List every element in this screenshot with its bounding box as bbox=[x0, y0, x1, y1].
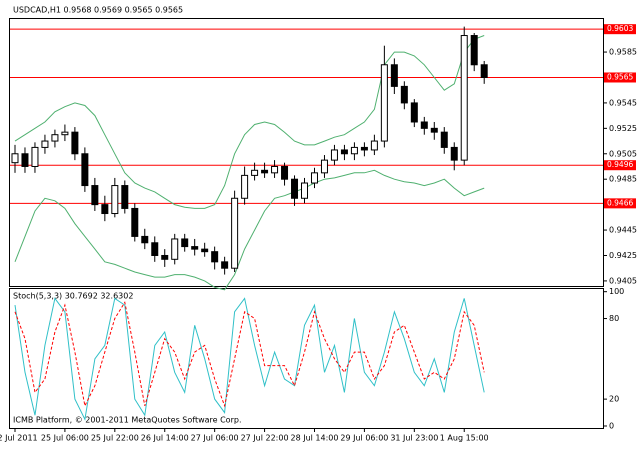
chart-title: USDCAD,H1 0.9568 0.9569 0.9565 0.9565 bbox=[13, 6, 183, 15]
candle-body bbox=[430, 127, 438, 133]
x-tick-label: 28 Jul 14:00 bbox=[290, 434, 338, 443]
candle-body bbox=[221, 261, 229, 269]
candle-body bbox=[340, 149, 348, 155]
candle-body bbox=[460, 35, 468, 161]
candle-body bbox=[191, 246, 199, 250]
candle-body bbox=[201, 248, 209, 253]
x-tick-label: 25 Jul 06:00 bbox=[41, 434, 89, 443]
candle-body bbox=[320, 159, 328, 174]
candle-body bbox=[440, 131, 448, 148]
x-tick-label: 26 Jul 14:00 bbox=[141, 434, 189, 443]
candle-body bbox=[330, 149, 338, 161]
candle-body bbox=[480, 64, 488, 78]
candle-body bbox=[31, 146, 39, 167]
series-line bbox=[14, 35, 485, 209]
y-tick-label: 0 bbox=[609, 421, 614, 430]
candle-body bbox=[310, 172, 318, 184]
y-tick-label: 20 bbox=[609, 395, 619, 404]
candle-body bbox=[450, 146, 458, 161]
candle-body bbox=[350, 146, 358, 155]
level-label: 0.9565 bbox=[607, 72, 633, 81]
level-label-bg bbox=[604, 24, 636, 35]
candle-body bbox=[61, 131, 69, 136]
y-tick-label: 100 bbox=[609, 287, 624, 296]
candle-body bbox=[370, 140, 378, 151]
candle-body bbox=[51, 134, 59, 142]
level-label-bg bbox=[604, 160, 636, 171]
footer: ICMB Platform, © 2001-2011 MetaQuotes So… bbox=[13, 416, 242, 425]
x-tick-label: 27 Jul 22:00 bbox=[241, 434, 289, 443]
candle-body bbox=[71, 131, 79, 155]
candle-body bbox=[380, 64, 388, 142]
level-label-bg bbox=[604, 198, 636, 209]
level-label-bg bbox=[604, 72, 636, 83]
candle-body bbox=[390, 64, 398, 87]
candle-body bbox=[281, 165, 289, 180]
y-tick-label: 0.9425 bbox=[609, 251, 637, 260]
y-tick-label: 0.9545 bbox=[609, 98, 637, 107]
x-tick-label: 27 Jul 06:00 bbox=[191, 434, 239, 443]
candle-body bbox=[121, 185, 129, 209]
candle-body bbox=[261, 169, 269, 174]
x-tick-label: 1 Aug 15:00 bbox=[440, 434, 489, 443]
indicator-title: Stoch(5,3,3) 30.7692 32.6302 bbox=[13, 292, 133, 301]
candle-body bbox=[21, 153, 29, 167]
y-tick-label: 0.9405 bbox=[609, 276, 637, 285]
candle-body bbox=[81, 153, 89, 187]
price-panel bbox=[9, 18, 604, 287]
candle-body bbox=[470, 35, 478, 66]
candle-body bbox=[360, 146, 368, 151]
candle-body bbox=[11, 153, 19, 164]
candle-body bbox=[101, 204, 109, 215]
stoch-panel bbox=[9, 288, 604, 429]
candle-body bbox=[291, 178, 299, 199]
y-tick-label: 0.9445 bbox=[609, 226, 637, 235]
y-tick-label: 0.9505 bbox=[609, 149, 637, 158]
candle-body bbox=[181, 238, 189, 248]
candle-body bbox=[91, 185, 99, 206]
y-tick-label: 80 bbox=[609, 314, 619, 323]
candle-body bbox=[161, 254, 169, 260]
y-tick-label: 0.9485 bbox=[609, 175, 637, 184]
level-label: 0.9496 bbox=[607, 160, 633, 169]
candle-body bbox=[111, 185, 119, 215]
candle-body bbox=[231, 197, 239, 269]
x-tick-label: 31 Jul 23:00 bbox=[390, 434, 438, 443]
candle-body bbox=[271, 165, 279, 174]
candle-body bbox=[41, 140, 49, 148]
candle-body bbox=[301, 182, 309, 199]
candle-body bbox=[400, 85, 408, 104]
candle-body bbox=[171, 238, 179, 260]
series-line bbox=[14, 297, 485, 421]
x-tick-label: 25 Jul 22:00 bbox=[91, 434, 139, 443]
level-label: 0.9603 bbox=[607, 24, 633, 33]
candle-body bbox=[151, 242, 159, 256]
x-tick-label: 29 Jul 06:00 bbox=[340, 434, 388, 443]
candle-body bbox=[141, 235, 149, 244]
series-line bbox=[14, 169, 485, 291]
candle-body bbox=[420, 121, 428, 129]
candle-body bbox=[131, 207, 139, 237]
candle-body bbox=[410, 102, 418, 123]
x-tick-label: 22 Jul 2011 bbox=[0, 434, 38, 443]
candle-body bbox=[251, 169, 259, 176]
y-tick-label: 0.9585 bbox=[609, 48, 637, 57]
level-label: 0.9466 bbox=[607, 198, 633, 207]
candle-body bbox=[241, 174, 249, 199]
y-tick-label: 0.9525 bbox=[609, 124, 637, 133]
candle-body bbox=[211, 251, 219, 263]
